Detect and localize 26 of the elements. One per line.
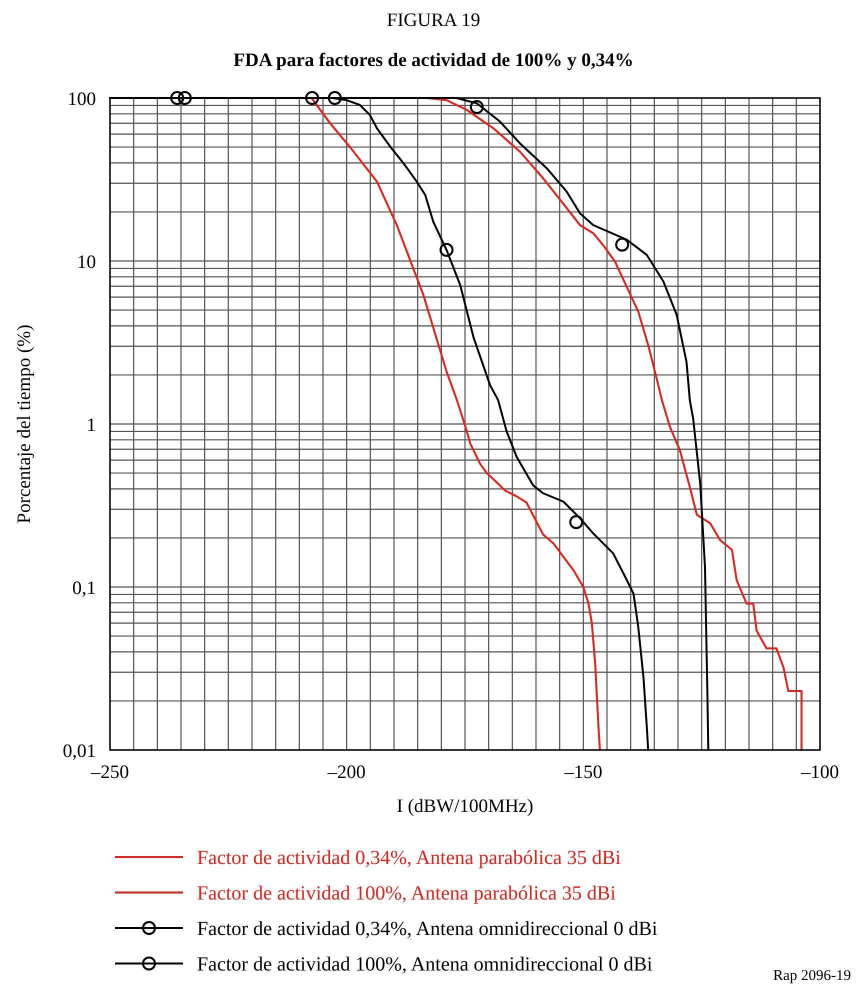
chart-subtitle: FDA para factores de actividad de 100% y 0,34% bbox=[233, 50, 634, 71]
legend-label: Factor de actividad 0,34%, Antena parabólica 35 dBi bbox=[197, 847, 622, 869]
point bbox=[178, 91, 192, 105]
chart-title: FIGURA 19 bbox=[386, 10, 480, 31]
point bbox=[569, 515, 584, 530]
y-tick-label: 100 bbox=[68, 89, 96, 110]
x-tick-label: –150 bbox=[563, 762, 602, 783]
legend-label: Factor de actividad 0,34%, Antena omnidireccional 0 dBi bbox=[197, 918, 658, 940]
y-tick-label: 0,01 bbox=[62, 741, 96, 762]
y-axis-title: Porcentaje del tiempo (%) bbox=[14, 324, 35, 524]
text: Rap 2096-19 bbox=[773, 968, 851, 984]
point bbox=[328, 91, 342, 105]
y-tick-label: 10 bbox=[77, 252, 96, 273]
point bbox=[170, 91, 184, 105]
point bbox=[470, 100, 484, 114]
point bbox=[440, 242, 454, 257]
x-tick-label: –200 bbox=[326, 762, 366, 783]
y-tick-label: 0,1 bbox=[72, 578, 96, 599]
point bbox=[305, 91, 320, 105]
x-tick-label: –250 bbox=[90, 762, 129, 783]
legend-label: Factor de actividad 100%, Antena omnidireccional 0 dBi bbox=[197, 954, 653, 976]
x-tick-label: –100 bbox=[800, 762, 839, 783]
x-axis-title: I (dBW/100MHz) bbox=[396, 796, 534, 817]
point bbox=[615, 238, 630, 252]
legend-label: Factor de actividad 100%, Antena parabólica 35 dBi bbox=[197, 882, 616, 904]
y-tick-label: 1 bbox=[86, 415, 96, 436]
